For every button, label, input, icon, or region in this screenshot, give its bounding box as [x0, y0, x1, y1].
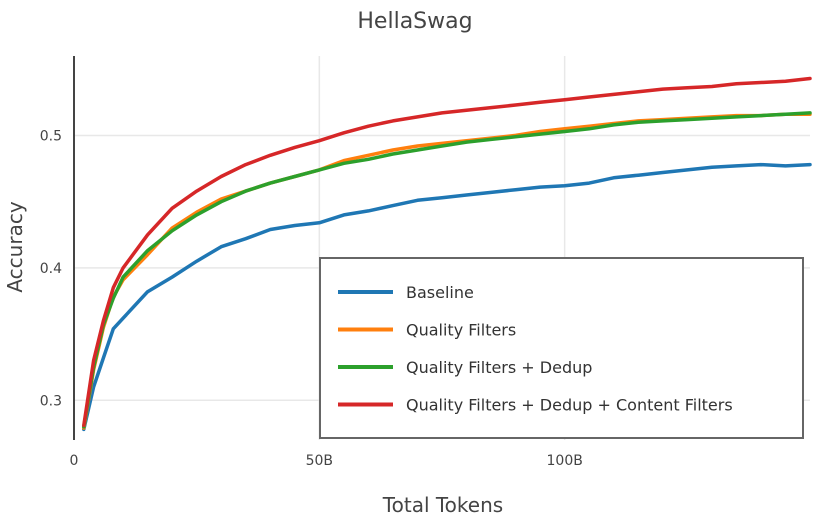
legend-label: Baseline	[406, 283, 474, 302]
legend: Baseline Quality Filters Quality Filters +…	[319, 257, 804, 439]
x-ticks: 0 50B 100B	[70, 453, 583, 469]
x-tick-label: 100B	[547, 453, 583, 469]
x-tick-label: 50B	[306, 453, 333, 469]
x-tick-label: 0	[70, 453, 79, 469]
y-tick-label: 0.4	[40, 261, 62, 277]
y-axis-title: Accuracy	[3, 201, 27, 292]
series-lines	[82, 76, 812, 432]
legend-label: Quality Filters	[406, 321, 516, 340]
series-line-4	[82, 76, 812, 428]
series-line-1	[82, 162, 812, 432]
y-ticks: 0.3 0.4 0.5	[40, 128, 62, 409]
y-tick-label: 0.3	[40, 393, 62, 409]
chart-title: HellaSwag	[357, 9, 472, 34]
series-line-3	[82, 111, 812, 429]
legend-label: Quality Filters + Dedup	[406, 358, 592, 377]
y-tick-label: 0.5	[40, 128, 62, 144]
legend-box	[319, 257, 804, 439]
x-axis-title: Total Tokens	[382, 493, 503, 517]
legend-label: Quality Filters + Dedup + Content Filter…	[406, 396, 733, 415]
